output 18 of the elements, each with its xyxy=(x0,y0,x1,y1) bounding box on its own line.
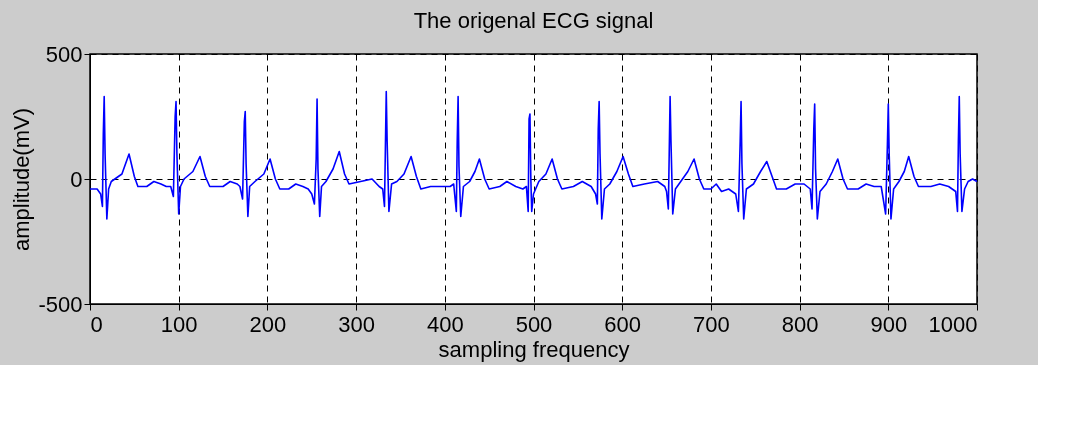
x-tick-label: 500 xyxy=(515,311,553,337)
x-tick-label: 1000 xyxy=(928,311,978,337)
line-series xyxy=(89,90,978,220)
y-axis-title: amplitude(mV) xyxy=(9,107,35,252)
x-tick-label: 800 xyxy=(781,311,819,337)
y-tick-label: 500 xyxy=(45,41,83,67)
x-tick-label: 100 xyxy=(160,311,198,337)
x-tick-label: 700 xyxy=(693,311,730,337)
y-tick-label: 0 xyxy=(70,166,83,192)
x-tick-label: 300 xyxy=(338,311,375,337)
x-tick-label: 200 xyxy=(249,311,287,337)
x-tick-label: 600 xyxy=(604,311,642,337)
x-axis-title: sampling frequency xyxy=(438,336,630,362)
x-tick-label: 400 xyxy=(426,311,464,337)
chart-title: The origenal ECG signal xyxy=(413,8,654,33)
x-tick-label: 0 xyxy=(90,311,103,337)
x-tick-label: 900 xyxy=(870,311,908,337)
y-tick-label: -500 xyxy=(38,291,83,317)
